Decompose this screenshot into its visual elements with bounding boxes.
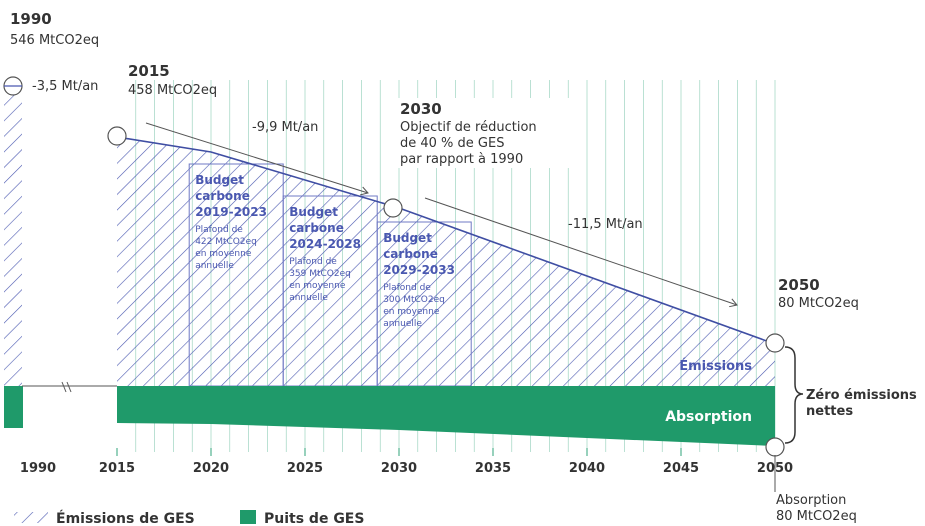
legend-label-sink: Puits de GES xyxy=(264,511,364,526)
carbon-budget-text: carbone xyxy=(383,247,438,261)
rate-arrow-2 xyxy=(145,122,369,194)
annotation-2030-line1: Objectif de réduction xyxy=(400,120,537,135)
annotation-2015-year: 2015 xyxy=(128,62,170,80)
legend-item-sink: Puits de GES xyxy=(240,510,364,526)
carbon-budget-text: en moyenne xyxy=(195,249,252,259)
carbon-budget-text: 2029-2033 xyxy=(383,263,455,277)
carbon-budget-text: carbone xyxy=(289,221,344,235)
annotation-2015: 2015 458 MtCO2eq -9,9 Mt/an xyxy=(128,62,318,135)
carbon-budget-text: 422 MtCO2eq xyxy=(195,237,257,247)
sink-area-fill xyxy=(117,386,775,446)
carbon-budget-text: 359 MtCO2eq xyxy=(289,269,351,279)
annotation-2030: 2030 Objectif de réduction de 40 % de GE… xyxy=(397,98,643,232)
annotation-1990-year: 1990 xyxy=(10,10,52,28)
zero-net-line1: Zéro émissions xyxy=(806,388,917,403)
marker-2050-absorption xyxy=(765,437,785,457)
x-tick-label: 2025 xyxy=(287,461,323,476)
legend-label-emissions: Émissions de GES xyxy=(56,510,195,526)
series-lines xyxy=(116,122,776,345)
carbon-budget-text: en moyenne xyxy=(289,281,346,291)
carbon-budget-text: Plafond de xyxy=(289,257,337,267)
axis-break-mark xyxy=(66,381,72,393)
absorption-area-label: Absorption xyxy=(665,409,752,425)
carbon-budget-text: Budget xyxy=(383,231,432,245)
annotation-2030-year: 2030 xyxy=(400,100,442,118)
sink-area-1990 xyxy=(4,386,23,428)
marker-2050-emissions xyxy=(765,333,785,353)
carbon-budget-text: Plafond de xyxy=(195,225,243,235)
rate-label-2: -9,9 Mt/an xyxy=(252,120,318,135)
carbon-budget-text: en moyenne xyxy=(383,307,440,317)
x-tick-label: 1990 xyxy=(20,461,56,476)
annotation-2030-line2: de 40 % de GES xyxy=(400,136,504,151)
axis-break-mark xyxy=(61,381,67,393)
legend: Émissions de GES Puits de GES xyxy=(14,510,364,526)
carbon-budget-text: 2019-2023 xyxy=(195,205,267,219)
legend-item-emissions: Émissions de GES xyxy=(14,510,195,526)
annotation-2050-year: 2050 xyxy=(778,276,820,294)
rate-label-1: -3,5 Mt/an xyxy=(32,79,98,94)
zero-net-brace: Zéro émissions nettes xyxy=(784,346,917,444)
x-tick-label: 2015 xyxy=(99,461,135,476)
x-tick-label: 2030 xyxy=(381,461,417,476)
rate-arrow-2-head xyxy=(360,186,369,196)
x-tick-label: 2045 xyxy=(663,461,699,476)
marker-2015 xyxy=(107,126,127,146)
annotation-1990-value: 546 MtCO2eq xyxy=(10,33,99,48)
emissions-area xyxy=(4,90,775,386)
absorption-title: Absorption xyxy=(776,493,846,508)
carbon-budget-text: Plafond de xyxy=(383,283,431,293)
carbon-budget-text: annuelle xyxy=(289,293,328,303)
legend-swatch-sink xyxy=(240,510,256,524)
annotation-1990: 1990 546 MtCO2eq -3,5 Mt/an xyxy=(10,10,99,94)
emissions-area-fill xyxy=(117,137,775,386)
carbon-budget-text: annuelle xyxy=(383,319,422,329)
carbon-budget-text: Budget xyxy=(195,173,244,187)
annotation-2030-line3: par rapport à 1990 xyxy=(400,152,523,167)
rate-arrow-3 xyxy=(424,197,738,306)
carbon-budget-text: 300 MtCO2eq xyxy=(383,295,445,305)
x-tick-label: 2020 xyxy=(193,461,229,476)
legend-swatch-emissions xyxy=(14,512,48,523)
x-axis: 1990 2015 2020 2025 2030 2035 2040 2045 2050 xyxy=(20,381,793,476)
carbon-budget-text: 2024-2028 xyxy=(289,237,361,251)
emissions-area-label: Émissions xyxy=(679,358,752,374)
area-1990-emissions xyxy=(4,90,22,386)
carbon-budget-text: carbone xyxy=(195,189,250,203)
annotation-2050-value: 80 MtCO2eq xyxy=(778,296,859,311)
rate-label-3: -11,5 Mt/an xyxy=(568,217,643,232)
x-tick-label: 2040 xyxy=(569,461,605,476)
point-markers xyxy=(3,76,785,492)
emissions-line xyxy=(116,136,776,345)
carbon-budget-text: Budget xyxy=(289,205,338,219)
rate-arrow-3-head xyxy=(729,298,738,308)
annotation-2050: 2050 80 MtCO2eq Absorption 80 MtCO2eq xyxy=(776,276,859,524)
sink-area xyxy=(4,386,775,446)
absorption-value: 80 MtCO2eq xyxy=(776,509,857,524)
x-tick-label: 2035 xyxy=(475,461,511,476)
annotation-2015-value: 458 MtCO2eq xyxy=(128,83,217,98)
carbon-budget-text: annuelle xyxy=(195,261,234,271)
zero-net-line2: nettes xyxy=(806,404,853,419)
marker-2030 xyxy=(383,198,403,218)
